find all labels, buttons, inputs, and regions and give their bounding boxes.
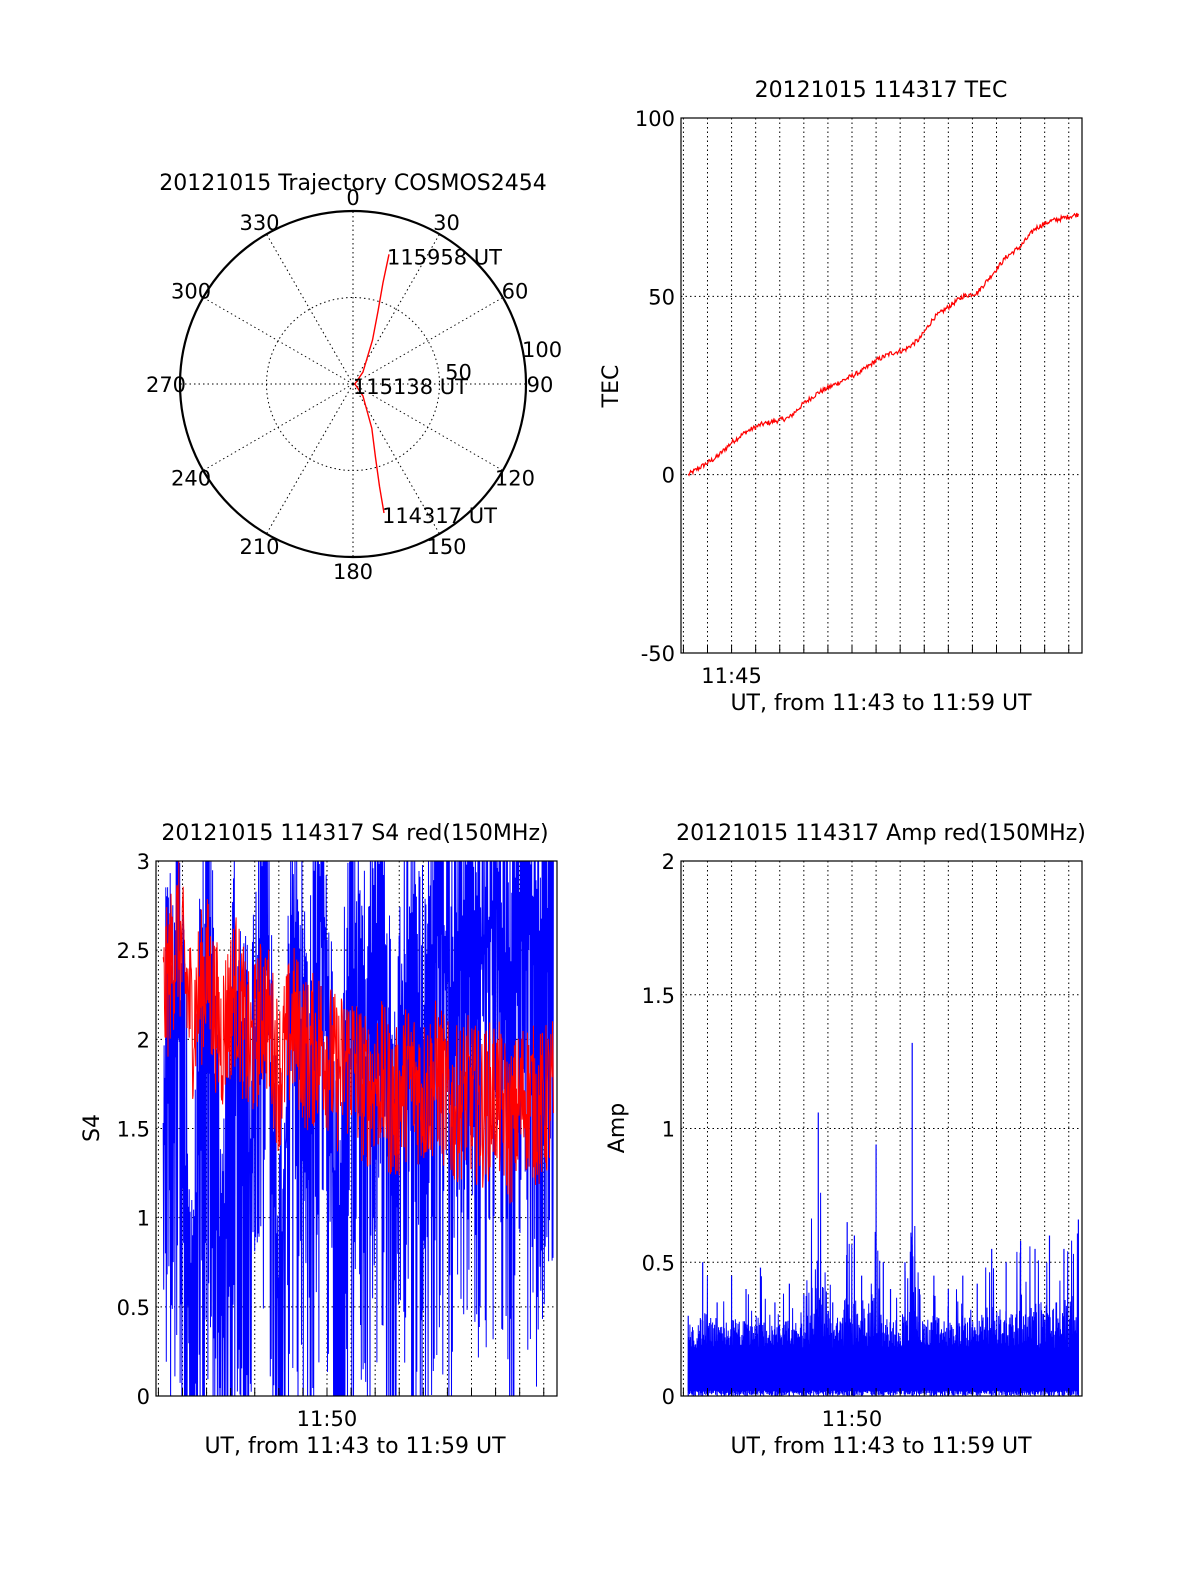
polar-angle-label: 240 — [171, 467, 211, 491]
tec-xtick-label: 11:45 — [701, 664, 762, 688]
tec-ylabel: TEC — [599, 365, 624, 409]
s4-series-line — [162, 861, 554, 1204]
amp-ytick-label: 0 — [662, 1385, 675, 1409]
polar-spoke-30 — [352, 233, 440, 385]
polar-radial-label: 100 — [522, 338, 562, 362]
amp-ytick-label: 0.5 — [642, 1251, 675, 1275]
s4-xlabel: UT, from 11:43 to 11:59 UT — [204, 1434, 506, 1459]
polar-spoke-240 — [202, 383, 354, 471]
s4-title: 20121015 114317 S4 red(150MHz) — [161, 821, 548, 846]
tec-panel: 20121015 114317 TEC -50 0 50 100 11:45 UT, f… — [599, 78, 1083, 716]
tec-xlabel: UT, from 11:43 to 11:59 UT — [730, 691, 1032, 716]
polar-angle-label: 120 — [495, 467, 535, 491]
tec-ytick-label: -50 — [641, 642, 675, 666]
polar-angle-label: 30 — [433, 211, 460, 235]
amp-ytick-label: 2 — [662, 850, 675, 874]
polar-trajectory-line — [354, 254, 390, 514]
tec-title: 20121015 114317 TEC — [755, 78, 1008, 103]
s4-xtick-label: 11:50 — [297, 1407, 358, 1431]
s4-panel: 20121015 114317 S4 red(150MHz) 0 0.5 1 1.5 2… — [80, 821, 558, 1459]
s4-ytick-label: 1.5 — [117, 1118, 150, 1142]
polar-angle-label: 270 — [146, 373, 186, 397]
tec-ytick-label: 100 — [635, 107, 675, 131]
polar-time-annotation: 114317 UT — [382, 504, 497, 528]
tec-frame — [680, 117, 1083, 654]
polar-angle-label: 60 — [502, 280, 529, 304]
polar-spoke-210 — [266, 383, 354, 535]
s4-ytick-label: 1 — [137, 1207, 150, 1231]
amp-panel: 20121015 114317 Amp red(150MHz) 0 0.5 1 1.5… — [605, 821, 1086, 1459]
polar-angle-label: 0 — [346, 186, 359, 210]
polar-trajectory-plot: 20121015 Trajectory COSMOS2454 0 30 60 90 12… — [146, 171, 562, 584]
s4-ytick-label: 3 — [137, 850, 150, 874]
amp-xtick-label: 11:50 — [822, 1407, 883, 1431]
polar-time-annotation: 115138 UT — [353, 375, 468, 399]
tec-series-line — [687, 212, 1079, 477]
amp-frame — [680, 860, 1083, 1397]
polar-angle-label: 90 — [527, 373, 554, 397]
polar-spoke-60 — [352, 297, 504, 385]
polar-angle-label: 300 — [171, 280, 211, 304]
polar-spoke-150 — [352, 383, 440, 535]
s4-ytick-label: 2.5 — [117, 939, 150, 963]
s4-frame — [155, 860, 558, 1397]
tec-ytick-label: 0 — [662, 464, 675, 488]
amp-ytick-label: 1 — [662, 1118, 675, 1142]
s4-ylabel: S4 — [80, 1114, 105, 1142]
polar-angle-label: 150 — [426, 535, 466, 559]
amp-ytick-label: 1.5 — [642, 984, 675, 1008]
amp-title: 20121015 114317 Amp red(150MHz) — [676, 821, 1086, 846]
s4-ytick-label: 0.5 — [117, 1296, 150, 1320]
polar-time-annotation: 115958 UT — [387, 245, 502, 269]
polar-angle-label: 180 — [333, 560, 373, 584]
polar-spoke-120 — [352, 383, 504, 471]
amp-ylabel: Amp — [605, 1103, 630, 1153]
polar-outer-circle — [178, 209, 528, 559]
polar-title: 20121015 Trajectory COSMOS2454 — [159, 171, 546, 196]
s4-ytick-label: 0 — [137, 1385, 150, 1409]
polar-spoke-330 — [266, 233, 354, 385]
s4-ytick-label: 2 — [137, 1028, 150, 1052]
polar-angle-label: 210 — [239, 535, 279, 559]
s4-series-line — [162, 861, 554, 1396]
tec-ytick-label: 50 — [648, 285, 675, 309]
polar-radial-label: 50 — [445, 361, 472, 385]
polar-angle-label: 330 — [239, 211, 279, 235]
amp-xlabel: UT, from 11:43 to 11:59 UT — [730, 1434, 1032, 1459]
polar-spoke-300 — [202, 297, 354, 385]
